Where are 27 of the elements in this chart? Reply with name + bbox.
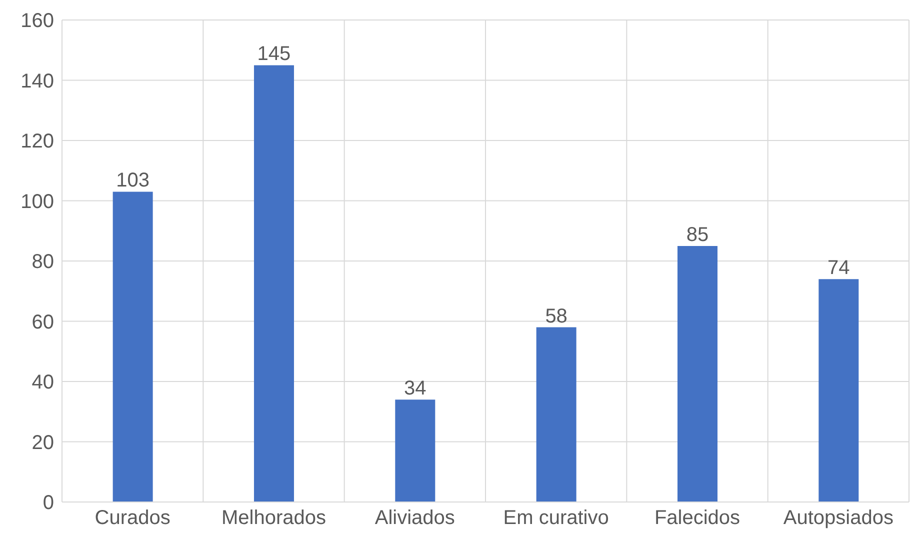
y-tick-label: 160 [20,10,54,32]
data-label: 145 [257,43,291,66]
y-tick-label: 60 [32,311,54,334]
y-tick-label: 20 [32,432,54,454]
x-tick-label: Em curativo [503,507,609,530]
y-tick-label: 0 [42,492,54,514]
bar [677,246,718,502]
bar [254,65,294,502]
y-tick-label: 80 [32,251,54,274]
data-label: 58 [545,305,568,328]
y-tick-label: 100 [20,190,54,213]
data-label: 85 [686,224,709,246]
bar [112,192,153,502]
bar [818,279,859,502]
x-tick-label: Curados [94,507,170,530]
x-tick-label: Melhorados [221,507,326,530]
data-label: 103 [116,170,150,192]
bar [395,400,436,502]
x-tick-label: Autopsiados [783,507,894,530]
y-tick-label: 120 [20,130,54,153]
data-label: 74 [828,257,850,280]
bar [536,327,576,502]
x-tick-label: Aliviados [374,507,455,530]
data-label: 34 [404,378,426,400]
y-tick-label: 140 [20,70,54,92]
y-tick-label: 40 [32,372,54,394]
x-tick-label: Falecidos [654,507,740,530]
